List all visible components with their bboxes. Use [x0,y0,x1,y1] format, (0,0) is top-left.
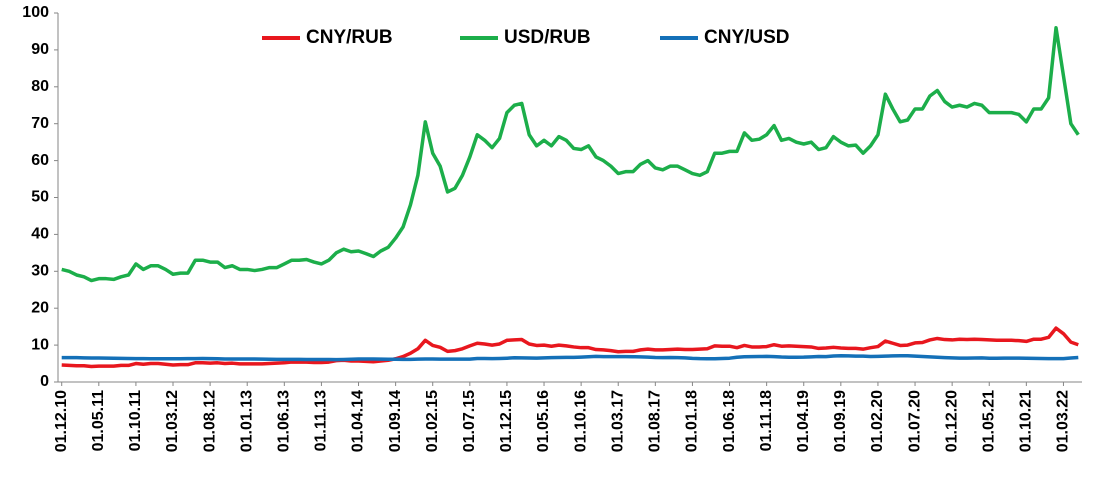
x-tick-label: 01.07.20 [906,390,923,452]
x-tick-label: 01.06.13 [276,390,293,452]
x-tick-label: 01.02.15 [424,390,441,452]
x-tick-label: 01.12.15 [498,390,515,452]
series-line [61,26,1080,283]
x-tick-label: 01.03.17 [609,390,626,452]
x-tick-label: 01.03.22 [1055,390,1072,452]
legend-label: USD/RUB [504,27,591,48]
y-tick-label: 100 [22,4,49,21]
y-tick-label: 60 [31,152,49,169]
y-tick-label: 10 [31,336,49,353]
x-tick-label: 01.02.20 [869,390,886,452]
x-tick-label: 01.07.15 [461,390,478,452]
series-line [61,354,1079,362]
x-tick-label: 01.11.13 [313,390,330,452]
y-tick-label: 0 [40,373,49,390]
legend-label: CNY/RUB [306,27,393,48]
x-tick-label: 01.04.14 [350,390,367,452]
x-tick-label: 01.12.10 [53,390,70,452]
x-tick-label: 01.08.12 [201,390,218,452]
x-tick-label: 01.05.21 [980,390,997,452]
x-tick-label: 01.10.21 [1018,390,1035,452]
legend-label: CNY/USD [704,27,790,48]
series-line [61,326,1079,369]
x-tick-label: 01.01.18 [684,390,701,452]
x-tick-label: 01.05.11 [90,390,107,452]
x-tick-label: 01.04.19 [795,390,812,452]
x-tick-label: 01.12.20 [943,390,960,452]
x-tick-label: 01.08.17 [647,390,664,452]
x-tick-label: 01.06.18 [721,390,738,452]
y-tick-label: 50 [31,189,49,206]
y-tick-label: 30 [31,263,49,280]
x-tick-label: 01.10.11 [127,390,144,452]
y-tick-label: 90 [31,41,49,58]
x-tick-label: 01.09.19 [832,390,849,452]
y-tick-label: 80 [31,78,49,95]
x-tick-label: 01.10.16 [572,390,589,452]
y-tick-label: 20 [31,299,49,316]
y-tick-label: 40 [31,226,49,243]
x-tick-label: 01.01.13 [238,390,255,452]
y-tick-label: 70 [31,115,49,132]
x-tick-label: 01.09.14 [387,390,404,452]
x-tick-label: 01.05.16 [535,390,552,452]
x-tick-label: 01.03.12 [164,390,181,452]
x-tick-label: 01.11.18 [758,390,775,452]
